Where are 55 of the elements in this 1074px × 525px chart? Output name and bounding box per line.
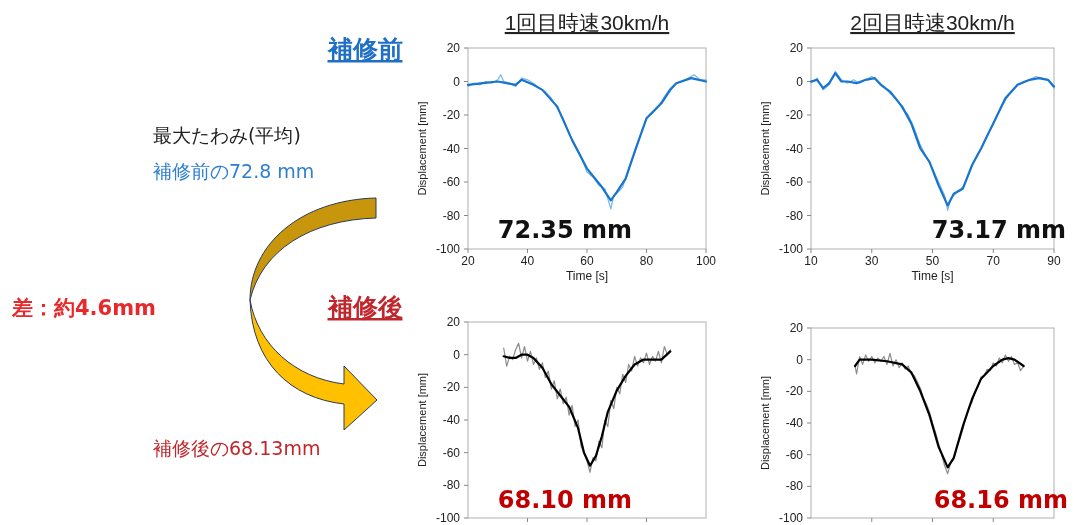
text: 最大たわみ(平均) (153, 124, 301, 146)
text: 補修前の72.8 mm (153, 160, 315, 182)
y-tick-label: -20 (442, 380, 461, 395)
text: 補修後 (326, 293, 403, 322)
annotation: 68.16 mm (933, 486, 1068, 514)
text: 補修後の68.13mm (153, 437, 321, 459)
chart-title: 1回目時速30km/h (504, 11, 670, 34)
y-tick-label: -80 (442, 478, 461, 493)
y-tick-label: -20 (442, 108, 461, 122)
y-tick-label: -20 (785, 108, 804, 122)
y-tick-label: -100 (778, 511, 804, 525)
x-tick-label: 40 (520, 254, 535, 268)
y-tick-label: -40 (442, 141, 461, 156)
y-tick-label: -60 (442, 175, 461, 189)
y-tick-label: -100 (435, 511, 461, 525)
annotation: 72.35 mm (497, 216, 633, 244)
y-tick-label: -100 (778, 242, 804, 256)
y-tick-label: 0 (796, 74, 804, 89)
y-tick-label: -20 (785, 384, 804, 399)
y-tick-label: -40 (442, 413, 461, 427)
y-tick-label: 20 (789, 321, 804, 335)
y-tick-label: -40 (785, 141, 804, 156)
x-tick-label: 90 (1047, 254, 1061, 268)
x-tick-label: 30 (865, 254, 879, 268)
y-tick-label: 20 (789, 41, 804, 55)
y-tick-label: -80 (785, 208, 804, 223)
annotation: 68.10 mm (497, 486, 633, 514)
y-tick-label: -80 (442, 208, 461, 223)
y-tick-label: -60 (785, 175, 804, 189)
y-axis-title: Displacement [mm] (416, 101, 428, 196)
x-tick-label: 70 (986, 254, 1001, 268)
y-tick-label: -60 (785, 447, 804, 462)
chart-title: 2回目時速30km/h (850, 11, 1015, 34)
annotation: 73.17 mm (931, 216, 1066, 244)
x-axis-title: Time [s] (911, 269, 954, 283)
y-tick-label: 0 (453, 347, 461, 362)
x-tick-label: 80 (639, 254, 654, 268)
y-tick-label: -80 (785, 479, 804, 494)
y-tick-label: -100 (435, 242, 461, 256)
x-tick-label: 60 (580, 254, 594, 268)
x-tick-label: 50 (925, 254, 940, 268)
y-tick-label: 0 (453, 74, 461, 89)
text: 差：約4.6mm (11, 296, 156, 320)
text: 補修前 (326, 35, 403, 64)
y-axis-title: Displacement [mm] (759, 101, 771, 196)
y-tick-label: 20 (446, 315, 461, 329)
x-axis-title: Time [s] (565, 269, 609, 283)
y-tick-label: 20 (446, 41, 461, 55)
x-tick-label: 100 (695, 254, 717, 268)
y-axis-title: Displacement [mm] (416, 372, 428, 468)
y-tick-label: 0 (796, 352, 804, 367)
y-axis-title: Displacement [mm] (759, 375, 771, 471)
x-tick-label: 10 (804, 254, 818, 268)
y-tick-label: -60 (442, 445, 461, 460)
y-tick-label: -40 (785, 416, 804, 430)
